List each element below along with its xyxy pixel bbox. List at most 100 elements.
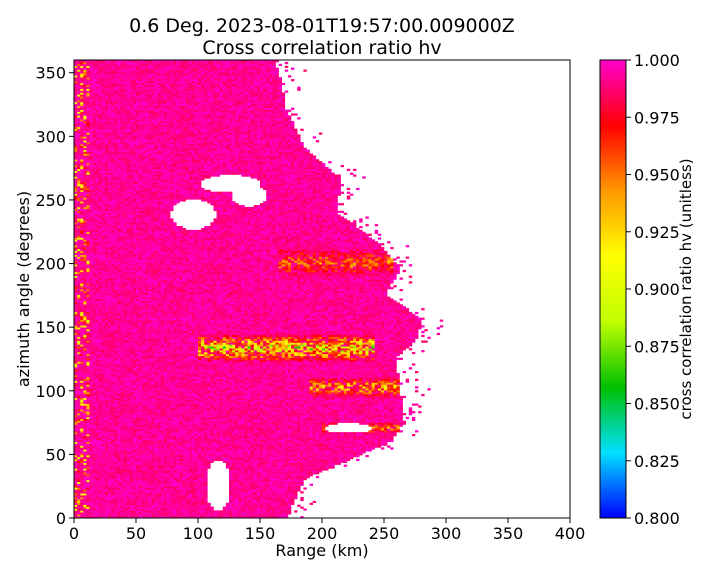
heatmap-cell — [145, 445, 148, 447]
heatmap-cell — [263, 459, 266, 461]
heatmap-cell — [316, 447, 319, 449]
heatmap-cell — [74, 507, 77, 509]
heatmap-cell — [217, 451, 220, 453]
heatmap-cell — [232, 440, 235, 442]
heatmap-cell — [179, 428, 182, 430]
heatmap-cell — [276, 470, 279, 472]
heatmap-cell — [130, 421, 133, 423]
heatmap-cell — [86, 478, 89, 480]
heatmap-cell — [223, 457, 226, 459]
heatmap-cell — [322, 430, 325, 432]
heatmap-cell — [86, 514, 89, 516]
heatmap-cell — [121, 503, 124, 505]
heatmap-cell — [229, 436, 232, 438]
heatmap-cell — [297, 505, 300, 507]
heatmap-cell — [294, 491, 297, 493]
heatmap-cell — [322, 447, 325, 449]
heatmap-cell — [254, 451, 257, 453]
heatmap-cell — [251, 451, 254, 453]
heatmap-cell — [300, 484, 303, 486]
heatmap-cell — [288, 451, 291, 453]
heatmap-cell — [235, 451, 238, 453]
heatmap-cell — [145, 512, 148, 514]
heatmap-cell — [170, 489, 173, 491]
heatmap-cell — [207, 503, 210, 505]
heatmap-cell — [83, 436, 86, 438]
heatmap-cell — [130, 489, 133, 491]
heatmap-cell — [105, 466, 108, 468]
heatmap-cell — [102, 409, 105, 411]
heatmap-cell — [279, 432, 282, 434]
heatmap-cell — [192, 499, 195, 501]
heatmap-cell — [90, 495, 93, 497]
heatmap-cell — [121, 459, 124, 461]
heatmap-cell — [294, 468, 297, 470]
heatmap-cell — [148, 413, 151, 415]
heatmap-cell — [285, 491, 288, 493]
heatmap-cell — [294, 484, 297, 486]
heatmap-cell — [266, 405, 269, 407]
heatmap-cell — [74, 451, 77, 453]
heatmap-cell — [114, 432, 117, 434]
heatmap-cell — [288, 493, 291, 495]
heatmap-cell — [176, 476, 179, 478]
heatmap-cell — [114, 499, 117, 501]
heatmap-cell — [220, 426, 223, 428]
heatmap-cell — [257, 468, 260, 470]
heatmap-cell — [108, 499, 111, 501]
heatmap-cell — [195, 421, 198, 423]
heatmap-cell — [86, 489, 89, 491]
heatmap-cell — [294, 510, 297, 512]
heatmap-cell — [204, 455, 207, 457]
heatmap-cell — [161, 421, 164, 423]
heatmap-cell — [220, 455, 223, 457]
heatmap-cell — [260, 478, 263, 480]
heatmap-cell — [291, 465, 294, 467]
heatmap-cell — [133, 430, 136, 432]
heatmap-cell — [288, 449, 291, 451]
heatmap-cell — [90, 510, 93, 512]
heatmap-cell — [176, 461, 179, 463]
heatmap-cell — [288, 424, 291, 426]
heatmap-cell — [288, 423, 291, 425]
heatmap-cell — [117, 426, 120, 428]
heatmap-cell — [347, 447, 350, 449]
heatmap-cell — [251, 465, 254, 467]
heatmap-cell — [186, 478, 189, 480]
heatmap-cell — [127, 442, 130, 444]
heatmap-cell — [381, 434, 384, 436]
heatmap-cell — [245, 514, 248, 516]
heatmap-cell — [297, 407, 300, 409]
heatmap-cell — [334, 447, 337, 449]
heatmap-cell — [384, 417, 387, 419]
heatmap-cell — [77, 447, 80, 449]
heatmap-cell — [241, 440, 244, 442]
heatmap-cell — [210, 432, 213, 434]
heatmap-cell — [152, 507, 155, 509]
heatmap-cell — [341, 432, 344, 434]
heatmap-cell — [148, 411, 151, 413]
heatmap-cell — [310, 484, 313, 486]
heatmap-cell — [307, 447, 310, 449]
heatmap-cell — [241, 499, 244, 501]
heatmap-cell — [285, 470, 288, 472]
heatmap-cell — [245, 491, 248, 493]
heatmap-cell — [313, 461, 316, 463]
heatmap-cell — [74, 432, 77, 434]
heatmap-cell — [254, 468, 257, 470]
heatmap-cell — [331, 449, 334, 451]
heatmap-cell — [136, 480, 139, 482]
heatmap-cell — [325, 457, 328, 459]
heatmap-cell — [90, 451, 93, 453]
heatmap-cell — [133, 407, 136, 409]
heatmap-cell — [300, 438, 303, 440]
heatmap-cell — [86, 466, 89, 468]
heatmap-cell — [173, 457, 176, 459]
heatmap-cell — [316, 409, 319, 411]
heatmap-cell — [387, 428, 390, 430]
heatmap-cell — [384, 438, 387, 440]
heatmap-cell — [83, 440, 86, 442]
heatmap-cell — [77, 423, 80, 425]
heatmap-cell — [186, 512, 189, 514]
heatmap-cell — [282, 461, 285, 463]
